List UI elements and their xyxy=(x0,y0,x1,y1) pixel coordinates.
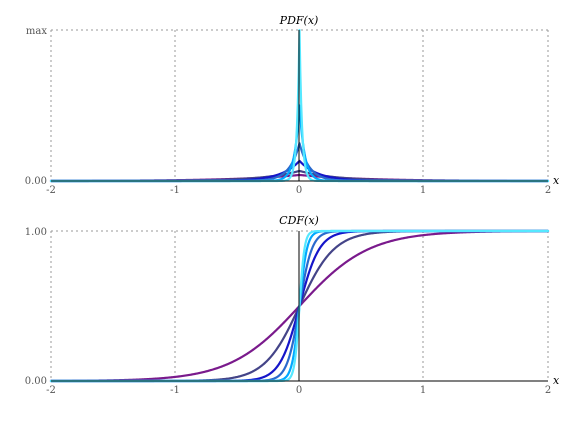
pdf-panel: PDF(x) max 0.00 -2 -1 0 1 2 x xyxy=(25,14,560,196)
cdf-xtick-neg2: -2 xyxy=(46,385,56,396)
cdf-xtick-1: 1 xyxy=(420,385,426,396)
pdf-ytick-max: max xyxy=(26,26,47,37)
pdf-xtick-neg2: -2 xyxy=(46,185,56,196)
pdf-ytick-0: 0.00 xyxy=(25,176,47,187)
pdf-x-label: x xyxy=(553,174,560,187)
pdf-xtick-0: 0 xyxy=(296,185,302,196)
cdf-ytick-1: 1.00 xyxy=(25,227,47,238)
cdf-title: CDF(x) xyxy=(279,214,319,227)
cdf-xtick-0: 0 xyxy=(296,385,302,396)
pdf-title: PDF(x) xyxy=(279,14,319,27)
cdf-panel: CDF(x) 1.00 0.00 -2 -1 0 1 2 x xyxy=(25,214,560,396)
cdf-xtick-neg1: -1 xyxy=(170,385,180,396)
pdf-xtick-neg1: -1 xyxy=(170,185,180,196)
pdf-xtick-2: 2 xyxy=(545,185,551,196)
cdf-xtick-2: 2 xyxy=(545,385,551,396)
cdf-x-label: x xyxy=(553,374,560,387)
cdf-ytick-0: 0.00 xyxy=(25,376,47,387)
pdf-xtick-1: 1 xyxy=(420,185,426,196)
